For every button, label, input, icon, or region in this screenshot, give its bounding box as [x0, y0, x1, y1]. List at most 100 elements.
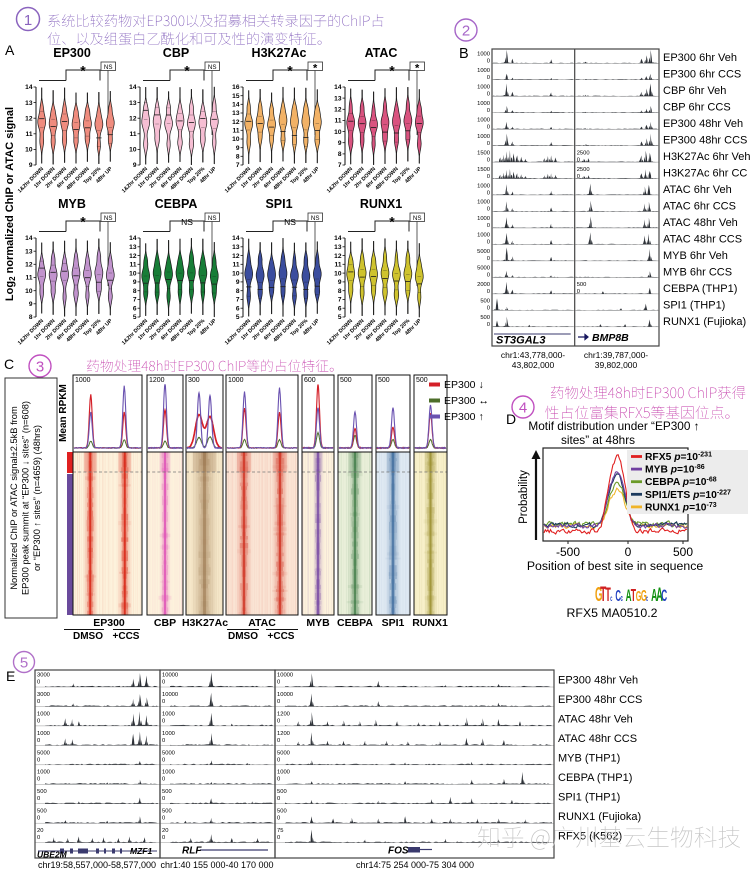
svg-text:MYB: MYB: [306, 617, 330, 629]
svg-text:chr19:58,557,000-58,577,000: chr19:58,557,000-58,577,000: [38, 860, 156, 869]
svg-text:13: 13: [129, 100, 137, 107]
svg-text:0: 0: [162, 680, 165, 686]
svg-text:MYB (THP1): MYB (THP1): [558, 753, 620, 765]
svg-text:14: 14: [129, 235, 137, 242]
svg-text:14: 14: [232, 235, 240, 242]
svg-text:3000: 3000: [37, 673, 50, 679]
svg-text:500: 500: [37, 809, 47, 815]
svg-text:7: 7: [236, 297, 240, 304]
svg-text:H3K27Ac 6hr CC: H3K27Ac 6hr CC: [663, 168, 747, 180]
svg-text:0: 0: [577, 174, 580, 180]
svg-text:H3K27Ac: H3K27Ac: [252, 46, 307, 60]
svg-text:0: 0: [162, 718, 165, 724]
svg-text:0: 0: [37, 816, 40, 822]
svg-text:0: 0: [487, 157, 490, 163]
svg-text:chr1:43,778,000-: chr1:43,778,000-: [501, 350, 565, 360]
svg-text:13: 13: [232, 110, 240, 117]
svg-text:10: 10: [25, 288, 33, 295]
svg-text:sites” at 48hrs: sites” at 48hrs: [561, 433, 635, 447]
svg-text:NS: NS: [208, 64, 217, 71]
svg-text:DMSO: DMSO: [228, 631, 258, 642]
svg-text:0: 0: [162, 835, 165, 841]
svg-text:SPI1 (THP1): SPI1 (THP1): [663, 299, 725, 311]
svg-text:1000: 1000: [37, 770, 50, 776]
svg-text:5: 5: [236, 314, 240, 321]
svg-text:0: 0: [162, 816, 165, 822]
svg-text:G: G: [641, 587, 647, 605]
svg-text:T: T: [631, 584, 637, 604]
svg-text:8: 8: [338, 151, 342, 158]
svg-text:EP300 6hr Veh: EP300 6hr Veh: [663, 52, 737, 64]
svg-text:chr1:39,787,000-: chr1:39,787,000-: [584, 350, 648, 360]
svg-text:13: 13: [232, 244, 240, 251]
svg-text:1000: 1000: [477, 200, 490, 206]
svg-text:6: 6: [236, 305, 240, 312]
svg-text:0: 0: [487, 256, 490, 262]
svg-text:EP300 48hr CCS: EP300 48hr CCS: [558, 694, 642, 706]
svg-text:9: 9: [133, 279, 137, 286]
svg-text:8: 8: [29, 314, 33, 321]
svg-text:RFX5 (K562): RFX5 (K562): [558, 830, 622, 842]
svg-text:0: 0: [577, 289, 580, 295]
svg-text:ATAC 48hr Veh: ATAC 48hr Veh: [558, 714, 633, 726]
svg-text:11: 11: [335, 118, 342, 125]
svg-text:0: 0: [277, 757, 280, 763]
svg-text:chr1:40 155 000-40 170 000: chr1:40 155 000-40 170 000: [160, 860, 273, 869]
svg-text:D: D: [506, 411, 516, 427]
svg-text:0: 0: [277, 718, 280, 724]
svg-text:13: 13: [25, 100, 33, 107]
svg-text:A: A: [5, 42, 15, 58]
svg-text:14: 14: [129, 84, 137, 91]
svg-text:15: 15: [232, 93, 240, 100]
svg-text:500: 500: [37, 789, 47, 795]
svg-text:Mean RPKM: Mean RPKM: [58, 384, 69, 442]
svg-text:NS: NS: [413, 215, 422, 222]
svg-text:NS: NS: [311, 215, 320, 222]
svg-text:12: 12: [25, 262, 33, 269]
svg-text:0: 0: [277, 738, 280, 744]
svg-text:9: 9: [338, 140, 342, 147]
svg-text:9: 9: [338, 279, 342, 286]
svg-text:11: 11: [130, 131, 137, 138]
svg-text:2: 2: [462, 23, 470, 40]
svg-text:5000: 5000: [37, 750, 50, 756]
svg-text:0: 0: [487, 91, 490, 97]
svg-text:0: 0: [487, 174, 490, 180]
svg-text:10000: 10000: [162, 673, 178, 679]
svg-text:RUNX1 p=10-73: RUNX1 p=10-73: [645, 502, 717, 514]
svg-text:MYB p=10-86: MYB p=10-86: [645, 464, 705, 476]
svg-text:9: 9: [133, 162, 137, 169]
svg-text:CEBPA p=10-68: CEBPA p=10-68: [645, 477, 717, 489]
svg-text:T: T: [605, 586, 611, 606]
svg-text:H3K27Ac: H3K27Ac: [182, 617, 228, 629]
svg-text:1000: 1000: [477, 183, 490, 189]
svg-text:*: *: [415, 63, 420, 75]
svg-text:1000: 1000: [75, 377, 91, 384]
svg-text:0: 0: [487, 141, 490, 147]
svg-text:0: 0: [577, 157, 580, 163]
svg-text:EP300 48hr CCS: EP300 48hr CCS: [663, 135, 747, 147]
svg-text:0: 0: [37, 796, 40, 802]
svg-text:8: 8: [133, 288, 137, 295]
svg-text:c: c: [621, 595, 623, 604]
svg-text:Log2 normalized ChIP or ATAC s: Log2 normalized ChIP or ATAC signal: [4, 107, 17, 301]
svg-text:EP300 ↑: EP300 ↑: [444, 411, 484, 423]
svg-text:7: 7: [338, 297, 342, 304]
svg-text:RFX5 MA0510.2: RFX5 MA0510.2: [567, 606, 658, 620]
svg-text:FOS: FOS: [388, 846, 409, 857]
svg-text:H3K27Ac 6hr Veh: H3K27Ac 6hr Veh: [663, 151, 750, 163]
svg-text:RUNX1 (Fujioka): RUNX1 (Fujioka): [558, 811, 641, 823]
svg-text:1000: 1000: [477, 134, 490, 140]
svg-text:1200: 1200: [277, 731, 290, 737]
svg-text:0: 0: [487, 322, 490, 328]
svg-text:CBP 6hr CCS: CBP 6hr CCS: [663, 102, 731, 114]
svg-text:0: 0: [277, 680, 280, 686]
svg-text:3000: 3000: [37, 692, 50, 698]
svg-text:75: 75: [277, 828, 283, 834]
svg-text:13: 13: [334, 95, 342, 102]
svg-text:0: 0: [162, 738, 165, 744]
svg-text:RUNX1: RUNX1: [360, 197, 402, 211]
svg-text:10: 10: [25, 147, 33, 154]
svg-text:7: 7: [338, 162, 342, 169]
svg-text:chr14:75 254 000-75 304 000: chr14:75 254 000-75 304 000: [356, 860, 474, 869]
